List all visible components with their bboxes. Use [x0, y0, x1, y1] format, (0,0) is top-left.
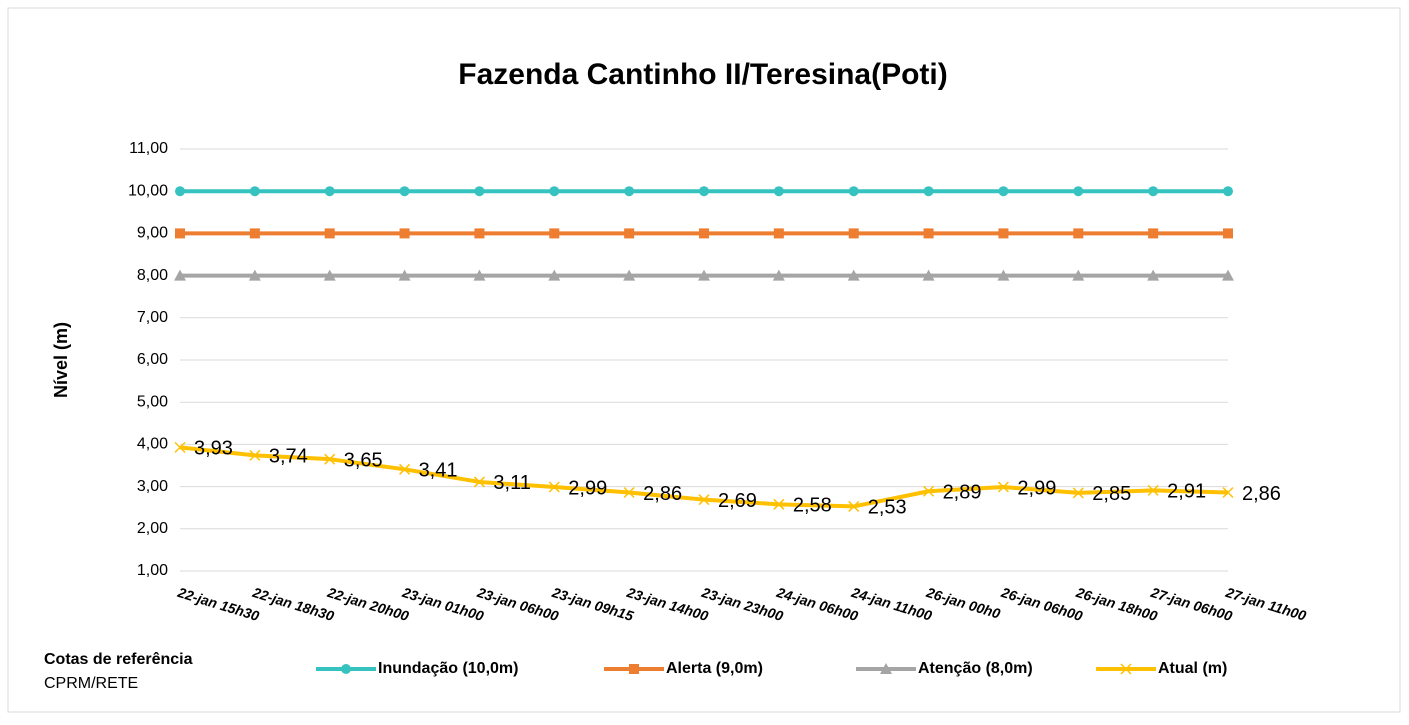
- footnote-title: Cotas de referência: [44, 651, 193, 668]
- y-tick-label: 1,00: [137, 562, 168, 579]
- data-label: 2,58: [793, 495, 832, 517]
- point: [923, 228, 934, 239]
- data-label: 2,99: [1017, 477, 1056, 499]
- point: [1148, 228, 1159, 239]
- point: [773, 228, 784, 239]
- point: [623, 486, 635, 499]
- y-tick-label: 7,00: [137, 309, 168, 326]
- point: [324, 228, 335, 239]
- point: [624, 186, 635, 197]
- point: [1222, 269, 1234, 281]
- y-tick-label: 10,00: [128, 182, 168, 199]
- point: [473, 476, 485, 488]
- point: [174, 269, 186, 281]
- point: [323, 269, 336, 281]
- data-label: 2,86: [1242, 483, 1281, 505]
- point: [698, 494, 710, 506]
- data-label: 2,89: [943, 482, 982, 504]
- point: [175, 228, 185, 239]
- legend-label: Atenção (8,0m): [918, 660, 1033, 677]
- point: [473, 269, 486, 281]
- point: [624, 228, 635, 239]
- y-tick-label: 6,00: [137, 351, 168, 368]
- point: [623, 269, 636, 281]
- point: [923, 186, 934, 197]
- point: [847, 269, 860, 281]
- point: [1120, 663, 1132, 675]
- point: [998, 186, 1009, 197]
- data-label: 2,91: [1167, 481, 1206, 503]
- legend-label: Atual (m): [1158, 660, 1227, 677]
- data-label: 3,74: [269, 446, 308, 468]
- point: [399, 186, 410, 197]
- chart-title: Fazenda Cantinho II/Teresina(Poti): [458, 58, 948, 91]
- data-label: 3,93: [194, 438, 233, 460]
- point: [997, 481, 1009, 493]
- point: [773, 186, 784, 197]
- point: [399, 463, 411, 475]
- point: [923, 485, 935, 497]
- point: [773, 498, 785, 510]
- point: [772, 269, 785, 281]
- data-label: 2,99: [568, 477, 607, 499]
- y-tick-label: 2,00: [137, 520, 168, 537]
- point: [175, 186, 185, 197]
- point: [922, 269, 935, 281]
- point: [880, 663, 892, 674]
- point: [399, 228, 410, 239]
- data-label: 3,65: [344, 449, 383, 471]
- point: [1072, 269, 1085, 281]
- y-tick-label: 9,00: [137, 225, 168, 242]
- point: [548, 481, 560, 493]
- point: [699, 186, 709, 197]
- data-label: 2,53: [868, 497, 907, 519]
- point: [341, 664, 351, 674]
- point: [629, 664, 639, 674]
- point: [548, 269, 561, 281]
- point: [1223, 186, 1233, 197]
- point: [848, 186, 859, 197]
- point: [848, 500, 860, 512]
- point: [474, 228, 485, 239]
- point: [997, 269, 1010, 281]
- footnote-source: CPRM/RETE: [44, 675, 138, 692]
- point: [248, 269, 261, 281]
- point: [324, 186, 335, 197]
- point: [1148, 186, 1159, 197]
- data-label: 2,85: [1092, 483, 1131, 505]
- point: [249, 449, 261, 461]
- point: [398, 269, 411, 281]
- y-tick-label: 11,00: [129, 140, 168, 157]
- point: [1147, 269, 1160, 281]
- point: [174, 441, 186, 453]
- legend-label: Inundação (10,0m): [378, 660, 518, 677]
- y-tick-label: 8,00: [137, 267, 168, 284]
- point: [549, 186, 560, 197]
- point: [1073, 228, 1084, 239]
- data-label: 3,41: [419, 460, 458, 482]
- y-axis-label: Nível (m): [51, 322, 71, 398]
- y-tick-label: 4,00: [137, 436, 168, 453]
- point: [1073, 186, 1084, 197]
- point: [324, 453, 336, 465]
- point: [249, 186, 260, 197]
- point: [998, 228, 1009, 239]
- y-tick-label: 5,00: [137, 393, 168, 410]
- data-label: 2,86: [643, 483, 682, 505]
- legend-label: Alerta (9,0m): [666, 660, 763, 677]
- data-label: 3,11: [493, 472, 530, 494]
- point: [1147, 484, 1159, 496]
- point: [1072, 487, 1084, 499]
- point: [1223, 228, 1233, 239]
- point: [549, 228, 560, 239]
- y-tick-label: 3,00: [137, 478, 168, 495]
- point: [474, 186, 485, 197]
- point: [848, 228, 859, 239]
- point: [699, 228, 709, 239]
- point: [1222, 486, 1234, 499]
- data-label: 2,69: [718, 490, 757, 512]
- point: [249, 228, 260, 239]
- point: [698, 269, 710, 281]
